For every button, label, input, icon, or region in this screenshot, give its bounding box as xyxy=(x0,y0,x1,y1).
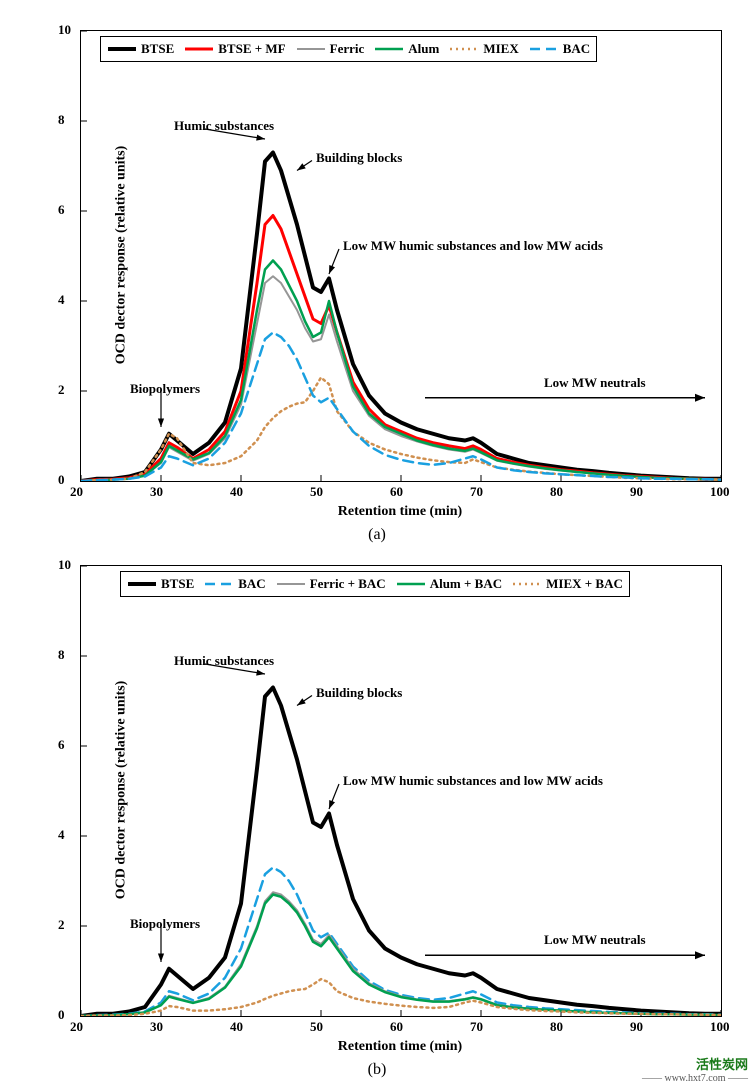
y-tick-label: 6 xyxy=(58,737,65,753)
legend-item: Ferric xyxy=(296,41,365,57)
x-tick-label: 90 xyxy=(630,1019,643,1035)
legend-label: Alum + BAC xyxy=(430,576,502,592)
legend-swatch xyxy=(127,577,157,591)
legend-item: Alum xyxy=(374,41,439,57)
legend-label: BTSE + MF xyxy=(218,41,285,57)
annotation-label: Low MW humic substances and low MW acids xyxy=(343,773,603,789)
series-bac xyxy=(81,333,721,482)
x-tick-label: 30 xyxy=(150,484,163,500)
panel-caption: (b) xyxy=(0,1061,754,1079)
legend-label: BTSE xyxy=(161,576,194,592)
plot-svg xyxy=(80,30,722,482)
legend-item: BTSE + MF xyxy=(184,41,285,57)
x-tick-label: 40 xyxy=(230,484,243,500)
legend-label: BAC xyxy=(238,576,265,592)
x-tick-label: 30 xyxy=(150,1019,163,1035)
legend-item: Alum + BAC xyxy=(396,576,502,592)
x-tick-label: 60 xyxy=(390,1019,403,1035)
y-tick-label: 6 xyxy=(58,202,65,218)
legend-label: Ferric + BAC xyxy=(310,576,386,592)
y-axis-label: OCD dector response (relative units) xyxy=(0,565,30,1015)
legend-item: BTSE xyxy=(127,576,194,592)
y-tick-label: 10 xyxy=(58,22,71,38)
annotation-label: Humic substances xyxy=(174,653,274,669)
legend-item: Ferric + BAC xyxy=(276,576,386,592)
x-tick-label: 20 xyxy=(70,484,83,500)
x-tick-label: 50 xyxy=(310,1019,323,1035)
legend-swatch xyxy=(184,42,214,56)
y-tick-label: 0 xyxy=(58,472,65,488)
x-tick-label: 60 xyxy=(390,484,403,500)
annotation-label: Low MW neutrals xyxy=(544,932,646,948)
x-tick-label: 40 xyxy=(230,1019,243,1035)
y-tick-label: 0 xyxy=(58,1007,65,1023)
annotation-label: Low MW humic substances and low MW acids xyxy=(343,238,603,254)
annotation-label: Low MW neutrals xyxy=(544,375,646,391)
legend-label: MIEX + BAC xyxy=(546,576,623,592)
series-btse xyxy=(81,688,721,1017)
legend-label: BTSE xyxy=(141,41,174,57)
annotation-label: Biopolymers xyxy=(130,916,200,932)
watermark-url: —— www.hxt7.com —— xyxy=(642,1073,748,1084)
x-tick-label: 20 xyxy=(70,1019,83,1035)
legend-label: BAC xyxy=(563,41,590,57)
legend-label: MIEX xyxy=(483,41,518,57)
x-axis-label: Retention time (min) xyxy=(80,1039,720,1055)
legend-item: BTSE xyxy=(107,41,174,57)
legend-label: Ferric xyxy=(330,41,365,57)
x-tick-label: 50 xyxy=(310,484,323,500)
y-tick-label: 8 xyxy=(58,647,65,663)
x-tick-label: 80 xyxy=(550,484,563,500)
legend-label: Alum xyxy=(408,41,439,57)
annotation-label: Biopolymers xyxy=(130,381,200,397)
y-axis-label: OCD dector response (relative units) xyxy=(0,30,30,480)
chart-panel-a: Humic substances Building blocks Low MW hu… xyxy=(0,10,754,510)
x-tick-label: 70 xyxy=(470,1019,483,1035)
y-tick-label: 4 xyxy=(58,827,65,843)
y-tick-label: 8 xyxy=(58,112,65,128)
plot-svg xyxy=(80,565,722,1017)
legend-swatch xyxy=(374,42,404,56)
legend-swatch xyxy=(204,577,234,591)
legend-swatch xyxy=(512,577,542,591)
legend-swatch xyxy=(449,42,479,56)
y-tick-label: 4 xyxy=(58,292,65,308)
annotation-label: Humic substances xyxy=(174,118,274,134)
watermark-brand: 活性炭网 xyxy=(696,1057,748,1072)
legend-swatch xyxy=(276,577,306,591)
legend-item: BAC xyxy=(529,41,590,57)
x-tick-label: 100 xyxy=(710,1019,730,1035)
y-tick-label: 2 xyxy=(58,382,65,398)
y-tick-label: 2 xyxy=(58,917,65,933)
x-tick-label: 100 xyxy=(710,484,730,500)
panel-caption: (a) xyxy=(0,526,754,544)
legend-item: BAC xyxy=(204,576,265,592)
annotation-label: Building blocks xyxy=(316,150,402,166)
x-tick-label: 80 xyxy=(550,1019,563,1035)
x-tick-label: 70 xyxy=(470,484,483,500)
legend: BTSE BTSE + MF Ferric Alum MIEX BAC xyxy=(100,36,597,62)
legend-swatch xyxy=(529,42,559,56)
legend-swatch xyxy=(396,577,426,591)
legend-swatch xyxy=(107,42,137,56)
legend-swatch xyxy=(296,42,326,56)
chart-panel-b: Humic substances Building blocks Low MW hu… xyxy=(0,545,754,1045)
legend: BTSE BAC Ferric + BAC Alum + BAC MIEX + BAC xyxy=(120,571,630,597)
x-tick-label: 90 xyxy=(630,484,643,500)
x-axis-label: Retention time (min) xyxy=(80,504,720,520)
watermark: 活性炭网—— www.hxt7.com —— xyxy=(642,1054,748,1084)
y-tick-label: 10 xyxy=(58,557,71,573)
annotation-label: Building blocks xyxy=(316,685,402,701)
legend-item: MIEX + BAC xyxy=(512,576,623,592)
legend-item: MIEX xyxy=(449,41,518,57)
